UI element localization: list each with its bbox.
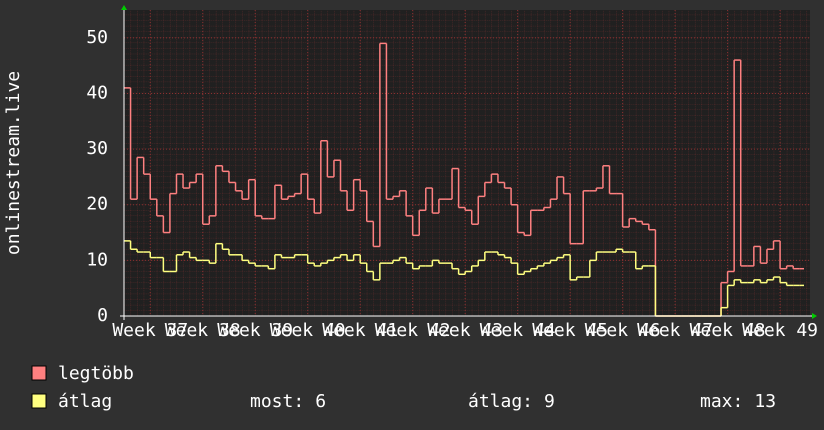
x-tick-label: Week 41 (322, 320, 398, 341)
legend-swatch (31, 393, 47, 409)
x-tick-label: Week 39 (217, 320, 293, 341)
legend-label: legtöbb (58, 363, 134, 384)
x-tick-label: Week 44 (480, 320, 556, 341)
x-tick-label: Week 42 (375, 320, 451, 341)
x-tick-label: Week 43 (427, 320, 503, 341)
y-tick-label: 10 (86, 249, 108, 270)
x-tick-label: Week 47 (637, 320, 713, 341)
x-tick-label: Week 49 (742, 320, 818, 341)
x-tick-label: Week 37 (112, 320, 188, 341)
x-tick-label: Week 40 (270, 320, 346, 341)
stat-label: most: (250, 391, 304, 412)
x-tick-label: Week 45 (532, 320, 608, 341)
y-tick-label: 0 (97, 305, 108, 326)
x-tick-label: Week 38 (165, 320, 241, 341)
stat-value: 13 (754, 391, 776, 412)
y-axis-arrow (121, 5, 127, 10)
y-axis-label: onlinestream.live (3, 71, 24, 255)
y-tick-label: 30 (86, 138, 108, 159)
x-axis-arrow (812, 313, 817, 319)
x-tick-label: Week 46 (585, 320, 661, 341)
y-tick-label: 50 (86, 27, 108, 48)
legend-swatch (31, 365, 47, 381)
legend-label: átlag (58, 391, 112, 412)
y-tick-label: 20 (86, 194, 108, 215)
stat-value: 6 (315, 391, 326, 412)
minor-grid (124, 10, 810, 316)
stat-label: max: (700, 391, 743, 412)
y-tick-label: 40 (86, 82, 108, 103)
x-tick-label: Week 48 (690, 320, 766, 341)
stat-label: átlag: (468, 391, 533, 412)
stat-value: 9 (544, 391, 555, 412)
